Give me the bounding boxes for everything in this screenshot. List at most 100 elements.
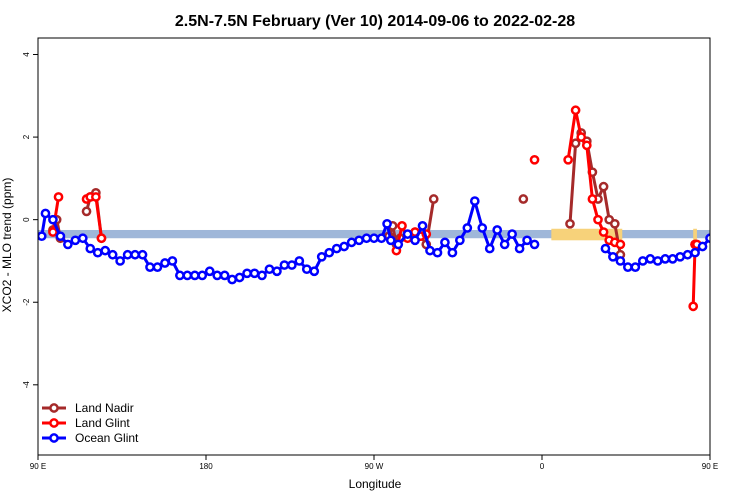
ocean-glint-point — [361, 233, 372, 244]
land-reference-band — [693, 228, 697, 241]
axes: 90 E 180 90 W 0 90 E -4 -2 0 2 4 — [22, 52, 718, 471]
legend-label: Ocean Glint — [75, 431, 139, 445]
ocean-glint-point — [393, 239, 404, 250]
ocean-glint-point — [122, 249, 133, 260]
x-tick-label: 90 E — [702, 462, 718, 471]
legend-marker — [49, 433, 59, 443]
ocean-glint-point — [339, 241, 349, 252]
ocean-glint-point — [324, 247, 335, 258]
ocean-glint-point — [137, 249, 148, 260]
land-nadir-point — [609, 218, 620, 229]
ocean-glint-point — [264, 264, 275, 275]
chart-title: 2.5N-7.5N February (Ver 10) 2014-09-06 t… — [175, 13, 575, 30]
ocean-glint-point — [279, 260, 290, 270]
ocean-glint-point — [234, 272, 245, 283]
ocean-glint-point — [115, 256, 125, 266]
land-glint-point — [570, 105, 581, 116]
ocean-glint-point — [682, 249, 693, 260]
x-tick-label: 90 E — [30, 462, 46, 471]
ocean-glint-point — [189, 270, 200, 281]
ocean-glint-point — [145, 262, 155, 272]
ocean-glint-point — [212, 270, 223, 281]
ocean-glint-point — [675, 251, 685, 262]
ocean-glint-point — [623, 262, 633, 272]
ocean-glint-point — [402, 229, 413, 239]
land-nadir-point — [518, 194, 529, 204]
ocean-glint-point — [227, 274, 237, 285]
ocean-glint-point — [219, 270, 230, 281]
ocean-glint-point — [316, 251, 327, 262]
ocean-glint-point — [331, 243, 342, 254]
legend-label: Land Glint — [75, 416, 130, 430]
ocean-glint-point — [477, 223, 488, 233]
y-tick-label: -2 — [22, 298, 31, 306]
ocean-glint-point — [175, 270, 185, 281]
land-glint-point — [581, 140, 592, 151]
ocean-glint-point — [38, 231, 47, 242]
series-ocean-glint — [38, 196, 710, 285]
ocean-glint-point — [167, 256, 178, 266]
ocean-glint-point — [440, 237, 450, 248]
land-nadir-point — [565, 218, 575, 229]
ocean-glint-point — [382, 218, 392, 229]
ocean-glint-point — [417, 221, 428, 231]
ocean-glint-point — [667, 254, 678, 264]
ocean-glint-point — [346, 237, 357, 248]
land-glint-point — [529, 154, 540, 165]
ocean-glint-point — [152, 262, 163, 272]
ocean-glint-point — [529, 239, 540, 250]
ocean-glint-point — [645, 254, 656, 264]
ocean-glint-point — [77, 233, 88, 244]
y-tick-label: 0 — [22, 217, 31, 222]
land-glint-point — [563, 154, 573, 165]
land-reference-band — [551, 228, 623, 241]
ocean-glint-point — [376, 233, 387, 244]
land-nadir-point — [81, 206, 92, 217]
ocean-glint-point — [447, 247, 458, 258]
ocean-glint-point — [182, 270, 193, 281]
ocean-glint-point — [522, 235, 532, 246]
ocean-glint-point — [294, 256, 305, 266]
x-tick-label: 90 W — [365, 462, 384, 471]
ocean-glint-point — [92, 247, 103, 258]
ocean-glint-point — [369, 233, 379, 244]
ocean-glint-point — [705, 233, 710, 244]
ocean-glint-point — [630, 262, 641, 272]
legend-item-land-glint: Land Glint — [42, 416, 130, 430]
land-nadir-point — [428, 194, 439, 204]
land-glint-line — [51, 196, 60, 233]
ocean-glint-point — [301, 264, 312, 275]
ocean-glint-point — [425, 245, 435, 256]
ocean-glint-point — [499, 239, 510, 250]
land-glint-point — [96, 233, 107, 244]
land-glint-point — [688, 301, 699, 312]
ocean-glint-point — [272, 266, 282, 277]
ocean-glint-point — [249, 268, 260, 279]
ocean-glint-point — [197, 270, 208, 281]
ocean-glint-point — [40, 208, 51, 219]
ocean-glint-point — [608, 251, 618, 262]
ocean-glint-point — [385, 235, 396, 246]
ocean-glint-point — [48, 214, 58, 225]
land-glint-point — [48, 227, 58, 237]
ocean-glint-point — [637, 256, 648, 266]
land-glint-point — [576, 132, 587, 142]
land-glint-point — [615, 239, 626, 250]
ocean-glint-point — [455, 235, 465, 246]
ocean-glint-point — [492, 225, 503, 235]
ocean-glint-point — [600, 243, 611, 254]
ocean-glint-point — [160, 258, 170, 268]
y-tick-label: 2 — [22, 134, 31, 139]
ocean-glint-point — [462, 223, 473, 233]
ocean-glint-point — [615, 256, 626, 266]
ocean-glint-point — [652, 256, 663, 266]
ocean-glint-point — [70, 235, 81, 246]
land-glint-point — [397, 221, 407, 231]
legend-label: Land Nadir — [75, 401, 134, 415]
land-glint-point — [587, 194, 598, 204]
legend-marker — [49, 418, 59, 428]
x-axis-label: Longitude — [349, 477, 402, 491]
ocean-glint-point — [690, 247, 700, 258]
